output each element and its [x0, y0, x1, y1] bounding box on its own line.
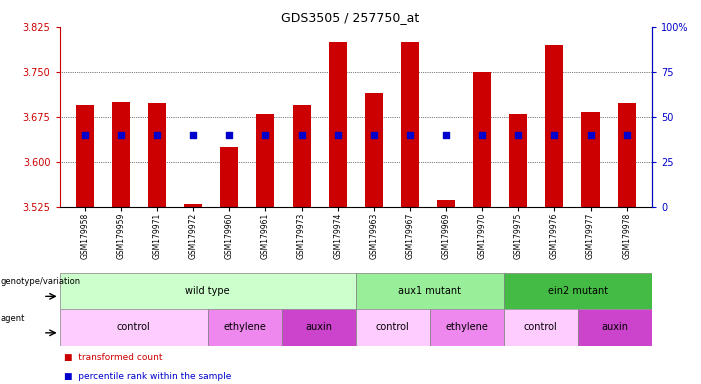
- Bar: [618, 103, 636, 207]
- Bar: [437, 200, 455, 207]
- Text: ein2 mutant: ein2 mutant: [547, 286, 608, 296]
- Bar: [430, 309, 504, 346]
- Point: [368, 132, 379, 138]
- Bar: [76, 105, 94, 207]
- Point: [585, 132, 596, 138]
- Text: auxin: auxin: [305, 322, 332, 333]
- Point: [512, 132, 524, 138]
- Point: [549, 132, 560, 138]
- Text: ■  percentile rank within the sample: ■ percentile rank within the sample: [64, 372, 231, 381]
- Bar: [401, 42, 419, 207]
- Point: [260, 132, 271, 138]
- Text: auxin: auxin: [601, 322, 628, 333]
- Text: aux1 mutant: aux1 mutant: [398, 286, 461, 296]
- Text: control: control: [524, 322, 558, 333]
- Bar: [355, 273, 504, 309]
- Bar: [60, 309, 207, 346]
- Point: [188, 132, 199, 138]
- Point: [440, 132, 451, 138]
- Bar: [257, 114, 275, 207]
- Point: [621, 132, 632, 138]
- Bar: [329, 42, 347, 207]
- Bar: [545, 45, 564, 207]
- Text: ethylene: ethylene: [223, 322, 266, 333]
- Bar: [582, 112, 599, 207]
- Bar: [282, 309, 355, 346]
- Bar: [509, 114, 527, 207]
- Point: [404, 132, 416, 138]
- Point: [477, 132, 488, 138]
- Bar: [112, 102, 130, 207]
- Text: control: control: [117, 322, 151, 333]
- Text: wild type: wild type: [185, 286, 230, 296]
- Bar: [184, 204, 203, 207]
- Bar: [220, 147, 238, 207]
- Text: ethylene: ethylene: [445, 322, 489, 333]
- Bar: [355, 309, 430, 346]
- Text: control: control: [376, 322, 409, 333]
- Bar: [504, 309, 578, 346]
- Point: [151, 132, 163, 138]
- Text: genotype/variation: genotype/variation: [1, 277, 81, 286]
- Bar: [578, 309, 652, 346]
- Bar: [60, 273, 355, 309]
- Bar: [292, 105, 311, 207]
- Bar: [504, 273, 652, 309]
- Text: ■  transformed count: ■ transformed count: [64, 353, 162, 362]
- Bar: [365, 93, 383, 207]
- Point: [116, 132, 127, 138]
- Point: [332, 132, 343, 138]
- Point: [79, 132, 90, 138]
- Text: agent: agent: [1, 314, 25, 323]
- Bar: [473, 72, 491, 207]
- Point: [296, 132, 307, 138]
- Text: GDS3505 / 257750_at: GDS3505 / 257750_at: [281, 12, 420, 25]
- Point: [224, 132, 235, 138]
- Bar: [207, 309, 282, 346]
- Bar: [148, 103, 166, 207]
